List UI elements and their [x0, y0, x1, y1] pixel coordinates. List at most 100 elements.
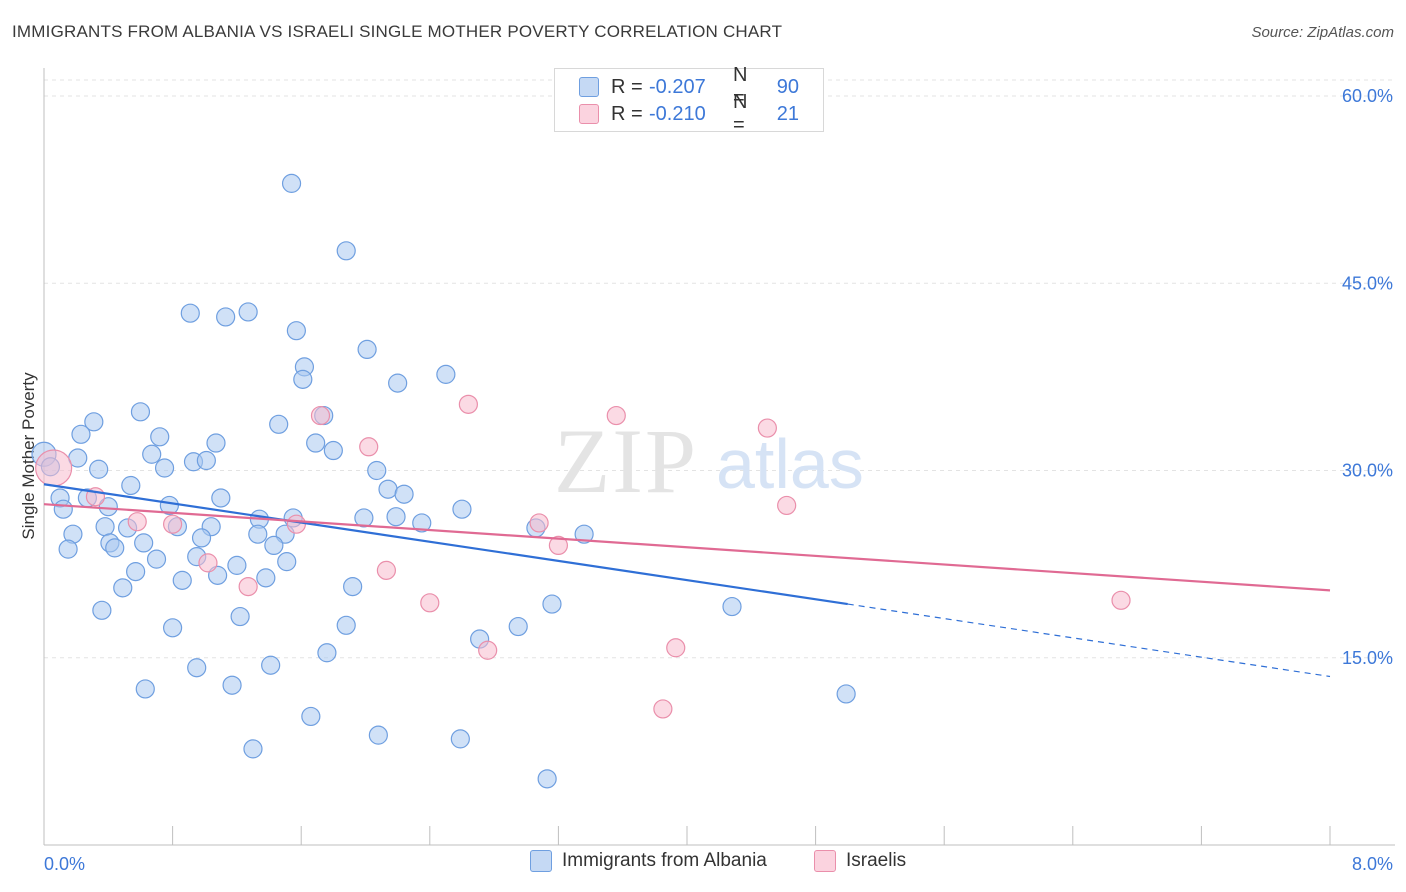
albania-point: [92, 600, 112, 620]
watermark-zip: ZIP: [554, 410, 698, 512]
israelis-point: [529, 513, 549, 533]
israelis-point: [286, 514, 306, 534]
israelis-point: [478, 640, 498, 660]
albania-trend-extension: [847, 603, 1331, 678]
israelis-point: [666, 638, 686, 658]
legend-label-albania: Immigrants from Albania: [562, 850, 767, 871]
legend-label-israelis: Israelis: [846, 850, 907, 871]
albania-point: [135, 679, 155, 699]
albania-point: [301, 706, 321, 727]
albania-point: [121, 475, 141, 496]
albania-point: [306, 433, 326, 453]
albania-point: [95, 517, 115, 537]
legend-n-label: N =: [733, 91, 748, 136]
albania-point: [98, 497, 118, 517]
albania-point: [191, 528, 212, 548]
israelis-trend-line: [43, 503, 1331, 592]
y-tick-label: 30.0%: [1342, 461, 1393, 481]
albania-point: [367, 460, 387, 481]
albania-point: [150, 427, 170, 447]
albania-point: [336, 241, 356, 261]
albania-point: [436, 364, 456, 384]
y-tick-label: 15.0%: [1342, 648, 1393, 668]
albania-point: [537, 769, 557, 789]
albania-point: [336, 615, 356, 635]
legend-n-value: 90: [776, 75, 799, 98]
albania-point: [452, 499, 472, 519]
albania-point: [146, 549, 167, 569]
watermark-atlas: atlas: [716, 425, 864, 503]
albania-point: [368, 725, 388, 745]
albania-point: [126, 562, 146, 582]
chart-title: IMMIGRANTS FROM ALBANIA VS ISRAELI SINGL…: [12, 22, 783, 41]
israelis-point: [458, 394, 478, 414]
albania-point: [58, 539, 78, 559]
albania-point: [261, 655, 281, 675]
y-tick-label: 60.0%: [1342, 86, 1393, 106]
israelis-point: [238, 576, 258, 597]
legend-r-label: R =: [611, 75, 643, 98]
legend-r-label: R =: [611, 102, 643, 125]
albania-point: [722, 596, 742, 617]
series-legend: Immigrants from Albania Israelis: [0, 850, 1406, 878]
albania-point: [163, 618, 183, 638]
albania-point: [206, 433, 226, 453]
legend-swatch-pink: [814, 850, 836, 872]
albania-trend-line: [43, 483, 848, 606]
albania-point: [130, 402, 151, 422]
legend-item-albania[interactable]: Immigrants from Albania: [530, 850, 767, 872]
legend-n-label: N =: [733, 64, 748, 109]
albania-point: [227, 555, 247, 575]
albania-point: [542, 594, 562, 614]
x-tick-label: 8.0%: [1352, 854, 1393, 874]
albania-point: [84, 412, 104, 432]
x-tick-label: 0.0%: [44, 854, 85, 874]
albania-point: [269, 414, 289, 434]
legend-row-israelis: R = -0.210 N = 21: [579, 91, 799, 136]
albania-point: [248, 524, 268, 544]
y-tick-label: 45.0%: [1342, 273, 1393, 293]
israelis-point: [777, 495, 797, 516]
israelis-point: [359, 437, 379, 457]
israelis-point: [606, 405, 626, 426]
legend-swatch-blue: [530, 850, 552, 872]
legend-r-value: -0.207: [649, 75, 706, 98]
albania-point: [222, 675, 242, 695]
israelis-point: [35, 449, 73, 487]
albania-point: [53, 499, 73, 519]
albania-point: [187, 658, 207, 678]
albania-point: [172, 570, 192, 590]
albania-point: [286, 321, 306, 341]
albania-point: [159, 495, 179, 516]
albania-point: [394, 484, 414, 504]
albania-point: [388, 373, 408, 393]
albania-point: [142, 444, 162, 464]
albania-point: [180, 303, 200, 323]
albania-point: [230, 606, 250, 627]
israelis-point: [127, 512, 147, 532]
albania-point: [277, 552, 297, 572]
albania-point: [211, 488, 231, 508]
israelis-point: [420, 593, 440, 613]
legend-swatch-pink: [579, 104, 599, 124]
albania-point: [343, 576, 363, 597]
israelis-point: [548, 535, 569, 556]
israelis-point: [198, 553, 218, 573]
albania-point: [412, 513, 432, 533]
albania-point: [105, 538, 125, 558]
legend-item-israelis[interactable]: Israelis: [814, 850, 906, 872]
albania-point: [354, 508, 374, 528]
albania-point: [574, 524, 594, 544]
legend-n-value: 21: [776, 102, 799, 125]
israelis-point: [376, 560, 396, 580]
albania-point: [378, 479, 398, 499]
y-axis-title: Single Mother Poverty: [19, 372, 38, 540]
albania-point: [281, 173, 302, 193]
albania-point: [386, 507, 406, 527]
israelis-point: [163, 514, 183, 534]
albania-point: [243, 739, 263, 759]
legend-r-value: -0.210: [649, 102, 706, 125]
chart-source: Source: ZipAtlas.com: [1251, 24, 1394, 41]
albania-point: [264, 535, 284, 556]
